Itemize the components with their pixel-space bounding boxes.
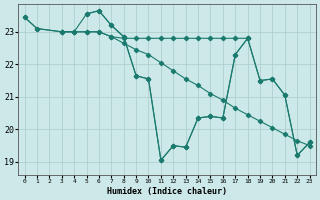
X-axis label: Humidex (Indice chaleur): Humidex (Indice chaleur) [107,187,227,196]
